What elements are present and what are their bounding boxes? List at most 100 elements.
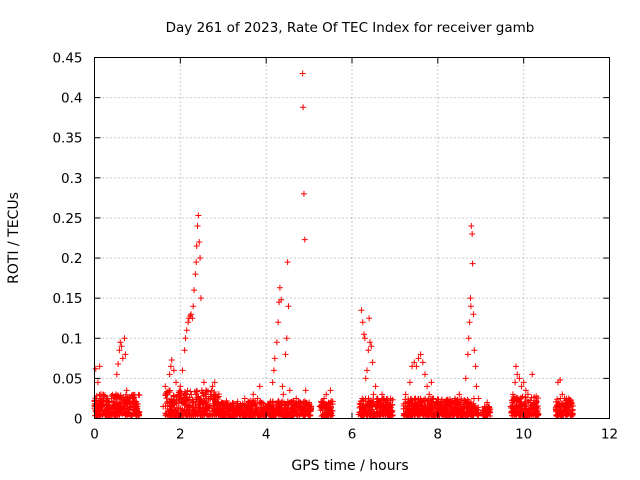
- data-point-cluster: [534, 412, 541, 419]
- data-point-cluster: [278, 399, 285, 406]
- data-point: [209, 383, 216, 390]
- data-point: [468, 222, 475, 229]
- data-point: [361, 335, 368, 342]
- data-point: [387, 395, 394, 402]
- data-point-cluster: [369, 402, 376, 409]
- y-tick-label: 0.35: [52, 131, 82, 147]
- y-tick-label: 0.1: [61, 331, 82, 347]
- data-point-cluster: [304, 407, 311, 414]
- data-point-cluster: [117, 408, 124, 415]
- data-point-cluster: [327, 410, 334, 417]
- data-point: [197, 295, 204, 302]
- data-point-cluster: [465, 411, 472, 418]
- data-point: [475, 395, 482, 402]
- data-point-cluster: [475, 410, 482, 417]
- y-axis-label: ROTI / TECUs: [6, 192, 22, 284]
- data-point-cluster: [197, 398, 204, 405]
- data-point: [411, 359, 418, 366]
- data-point-cluster: [319, 412, 326, 419]
- data-point: [383, 399, 390, 406]
- data-point: [237, 407, 244, 414]
- data-point: [374, 395, 381, 402]
- data-point-cluster: [407, 396, 414, 403]
- data-point: [106, 405, 113, 412]
- data-point-cluster: [325, 411, 332, 418]
- data-point: [279, 383, 286, 390]
- data-point-cluster: [223, 397, 230, 404]
- data-point: [527, 399, 534, 406]
- data-point: [321, 395, 328, 402]
- data-point: [509, 391, 516, 398]
- data-point-cluster: [250, 409, 257, 416]
- data-point-cluster: [469, 407, 476, 414]
- data-point-cluster: [426, 412, 433, 419]
- data-point: [529, 371, 536, 378]
- data-point-cluster: [461, 409, 468, 416]
- data-point: [117, 339, 124, 346]
- data-point: [233, 401, 240, 408]
- data-point: [177, 383, 184, 390]
- data-point: [104, 401, 111, 408]
- data-point-cluster: [211, 389, 218, 396]
- data-point: [452, 395, 458, 402]
- data-point-cluster: [535, 395, 542, 402]
- data-point-cluster: [170, 392, 177, 399]
- data-point: [369, 359, 376, 366]
- data-point: [183, 327, 190, 334]
- data-point-cluster: [186, 412, 193, 419]
- data-point-cluster: [201, 397, 208, 404]
- data-point-cluster: [105, 405, 112, 412]
- data-point: [123, 387, 130, 394]
- data-point-cluster: [254, 408, 261, 415]
- data-point-cluster: [166, 411, 173, 418]
- data-point: [557, 376, 564, 383]
- data-point: [329, 401, 336, 408]
- data-point-cluster: [373, 396, 380, 403]
- data-point-cluster: [183, 396, 190, 403]
- data-point: [424, 383, 431, 390]
- data-point: [127, 403, 134, 410]
- data-point-cluster: [377, 406, 384, 413]
- data-point-cluster: [171, 393, 178, 400]
- data-point: [567, 403, 574, 410]
- data-point: [447, 399, 454, 406]
- data-point: [323, 391, 330, 398]
- data-point-cluster: [533, 400, 540, 407]
- x-axis-label: GPS time / hours: [291, 458, 408, 474]
- data-point: [473, 383, 480, 390]
- data-point: [94, 379, 101, 386]
- data-point-cluster: [96, 409, 103, 416]
- data-point: [132, 399, 139, 406]
- y-tick-label: 0.15: [52, 291, 82, 307]
- data-point: [370, 391, 377, 398]
- data-point-cluster: [280, 412, 287, 419]
- data-point-cluster: [97, 412, 104, 419]
- data-point-cluster: [163, 395, 170, 402]
- data-point-cluster: [411, 401, 418, 408]
- data-point-cluster: [457, 399, 464, 406]
- data-point: [179, 367, 186, 374]
- data-point-cluster: [203, 401, 210, 408]
- data-point: [301, 236, 308, 243]
- data-point: [421, 371, 428, 378]
- data-point: [224, 403, 231, 410]
- data-point-cluster: [517, 411, 524, 418]
- data-point-cluster: [168, 407, 175, 414]
- data-point-cluster: [170, 400, 177, 407]
- data-point: [470, 311, 477, 318]
- data-point: [361, 331, 368, 338]
- data-point: [276, 284, 283, 291]
- data-point: [205, 395, 212, 402]
- data-point: [273, 339, 280, 346]
- data-point: [419, 359, 426, 366]
- data-point-cluster: [521, 402, 528, 409]
- data-point: [215, 405, 222, 412]
- data-point-cluster: [423, 405, 430, 412]
- data-point: [462, 375, 469, 382]
- data-point-cluster: [513, 394, 520, 401]
- data-point-cluster: [405, 405, 412, 412]
- data-point-cluster: [204, 407, 211, 414]
- data-point: [203, 387, 210, 394]
- data-point-cluster: [218, 400, 225, 407]
- data-point: [96, 363, 103, 370]
